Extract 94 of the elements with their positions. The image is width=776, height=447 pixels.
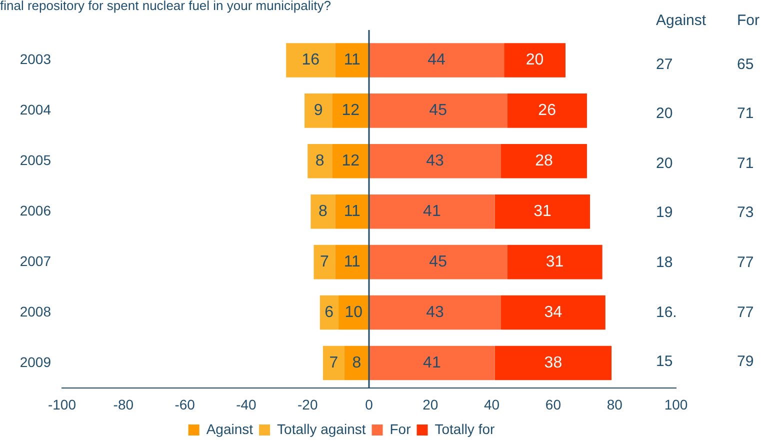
x-tick-label: 60 xyxy=(545,396,562,412)
y-tick-label: 2004 xyxy=(20,102,52,118)
bar xyxy=(369,43,504,78)
x-tick-label: -40 xyxy=(236,396,257,412)
data-label: 28 xyxy=(535,152,553,170)
x-tick-label: -100 xyxy=(48,396,76,412)
chart-title: final repository for spent nuclear fuel in your municipality? xyxy=(0,0,331,13)
data-label: 20 xyxy=(526,52,544,69)
bar xyxy=(507,244,602,280)
annotation: 20 xyxy=(656,154,673,172)
data-label: 43 xyxy=(426,152,444,170)
bar xyxy=(335,43,369,78)
legend-label: For xyxy=(390,420,412,437)
y-tick-label: 2006 xyxy=(20,202,52,218)
data-label: 38 xyxy=(544,354,562,372)
y-tick-label: 2003 xyxy=(20,51,52,68)
bar xyxy=(320,295,338,330)
bar xyxy=(504,43,566,78)
data-label: 7 xyxy=(329,354,338,372)
data-label: 44 xyxy=(428,52,446,69)
text: Against xyxy=(656,12,706,29)
x-tick-label: 40 xyxy=(484,396,500,412)
bar xyxy=(369,295,502,330)
y-tick-label: 2008 xyxy=(20,303,52,320)
bar xyxy=(501,144,587,178)
bar xyxy=(308,144,332,178)
data-label: 41 xyxy=(423,354,441,372)
bar xyxy=(314,244,336,280)
text: 77 xyxy=(737,254,754,271)
annotation: 18 xyxy=(656,254,673,271)
bar xyxy=(369,244,508,280)
x-tick-label: -80 xyxy=(113,396,134,412)
legend-label: Totally for xyxy=(434,420,495,437)
data-label: 9 xyxy=(314,102,323,120)
data-label: 8 xyxy=(318,203,328,220)
legend-label: Totally against xyxy=(277,420,366,437)
bar xyxy=(369,346,495,380)
data-label: 45 xyxy=(429,102,448,120)
data-label: 8 xyxy=(352,354,362,372)
bar xyxy=(335,244,369,280)
annotation: 19 xyxy=(656,204,673,222)
annotation: 15 xyxy=(656,353,673,370)
bar xyxy=(494,346,612,380)
bar xyxy=(369,144,502,178)
y-tick-label: 2005 xyxy=(20,152,52,168)
text: 77 xyxy=(737,304,754,321)
bar xyxy=(310,194,336,229)
text: 65 xyxy=(737,56,754,73)
data-label: 12 xyxy=(342,152,360,170)
bar xyxy=(286,43,336,78)
data-label: 16 xyxy=(302,52,320,69)
data-label: 45 xyxy=(429,253,448,270)
data-label: 7 xyxy=(320,253,330,270)
y-tick-label: 2009 xyxy=(20,354,52,370)
y-tick-label: 2007 xyxy=(20,252,52,269)
text: 71 xyxy=(737,154,754,172)
data-label: 41 xyxy=(423,203,441,220)
bar xyxy=(322,346,344,380)
data-label: 8 xyxy=(315,152,324,170)
bar xyxy=(501,295,606,330)
annotation: 16. xyxy=(656,304,677,321)
x-tick-label: 100 xyxy=(664,396,688,412)
bar xyxy=(344,346,369,380)
bar xyxy=(332,94,369,128)
data-label: 31 xyxy=(534,203,552,220)
data-label: 26 xyxy=(538,102,556,120)
data-label: 6 xyxy=(324,304,334,321)
bar xyxy=(369,194,495,229)
data-label: 43 xyxy=(426,304,444,321)
x-tick-label: -60 xyxy=(174,396,196,412)
bar xyxy=(507,94,587,128)
text: For xyxy=(737,12,760,29)
data-label: 11 xyxy=(344,253,361,270)
data-label: 31 xyxy=(546,253,564,270)
bar xyxy=(335,194,369,229)
bar xyxy=(332,144,369,178)
annotation: 27 xyxy=(656,56,673,73)
bar xyxy=(369,94,508,128)
data-label: 12 xyxy=(342,102,360,120)
x-tick-label: 20 xyxy=(422,396,438,412)
text: 71 xyxy=(737,105,754,122)
text: 79 xyxy=(737,353,754,370)
x-tick-label: 80 xyxy=(606,396,623,412)
x-tick-label: 0 xyxy=(365,396,374,412)
bar xyxy=(304,94,332,128)
data-label: 10 xyxy=(344,304,363,321)
text: 73 xyxy=(737,204,754,222)
x-tick-label: -20 xyxy=(297,396,318,412)
data-label: 11 xyxy=(344,203,361,220)
bar xyxy=(494,194,590,229)
data-label: 11 xyxy=(344,52,361,69)
annotation: 20 xyxy=(656,105,673,122)
data-label: 34 xyxy=(544,304,562,321)
legend-label: Against xyxy=(206,420,254,437)
